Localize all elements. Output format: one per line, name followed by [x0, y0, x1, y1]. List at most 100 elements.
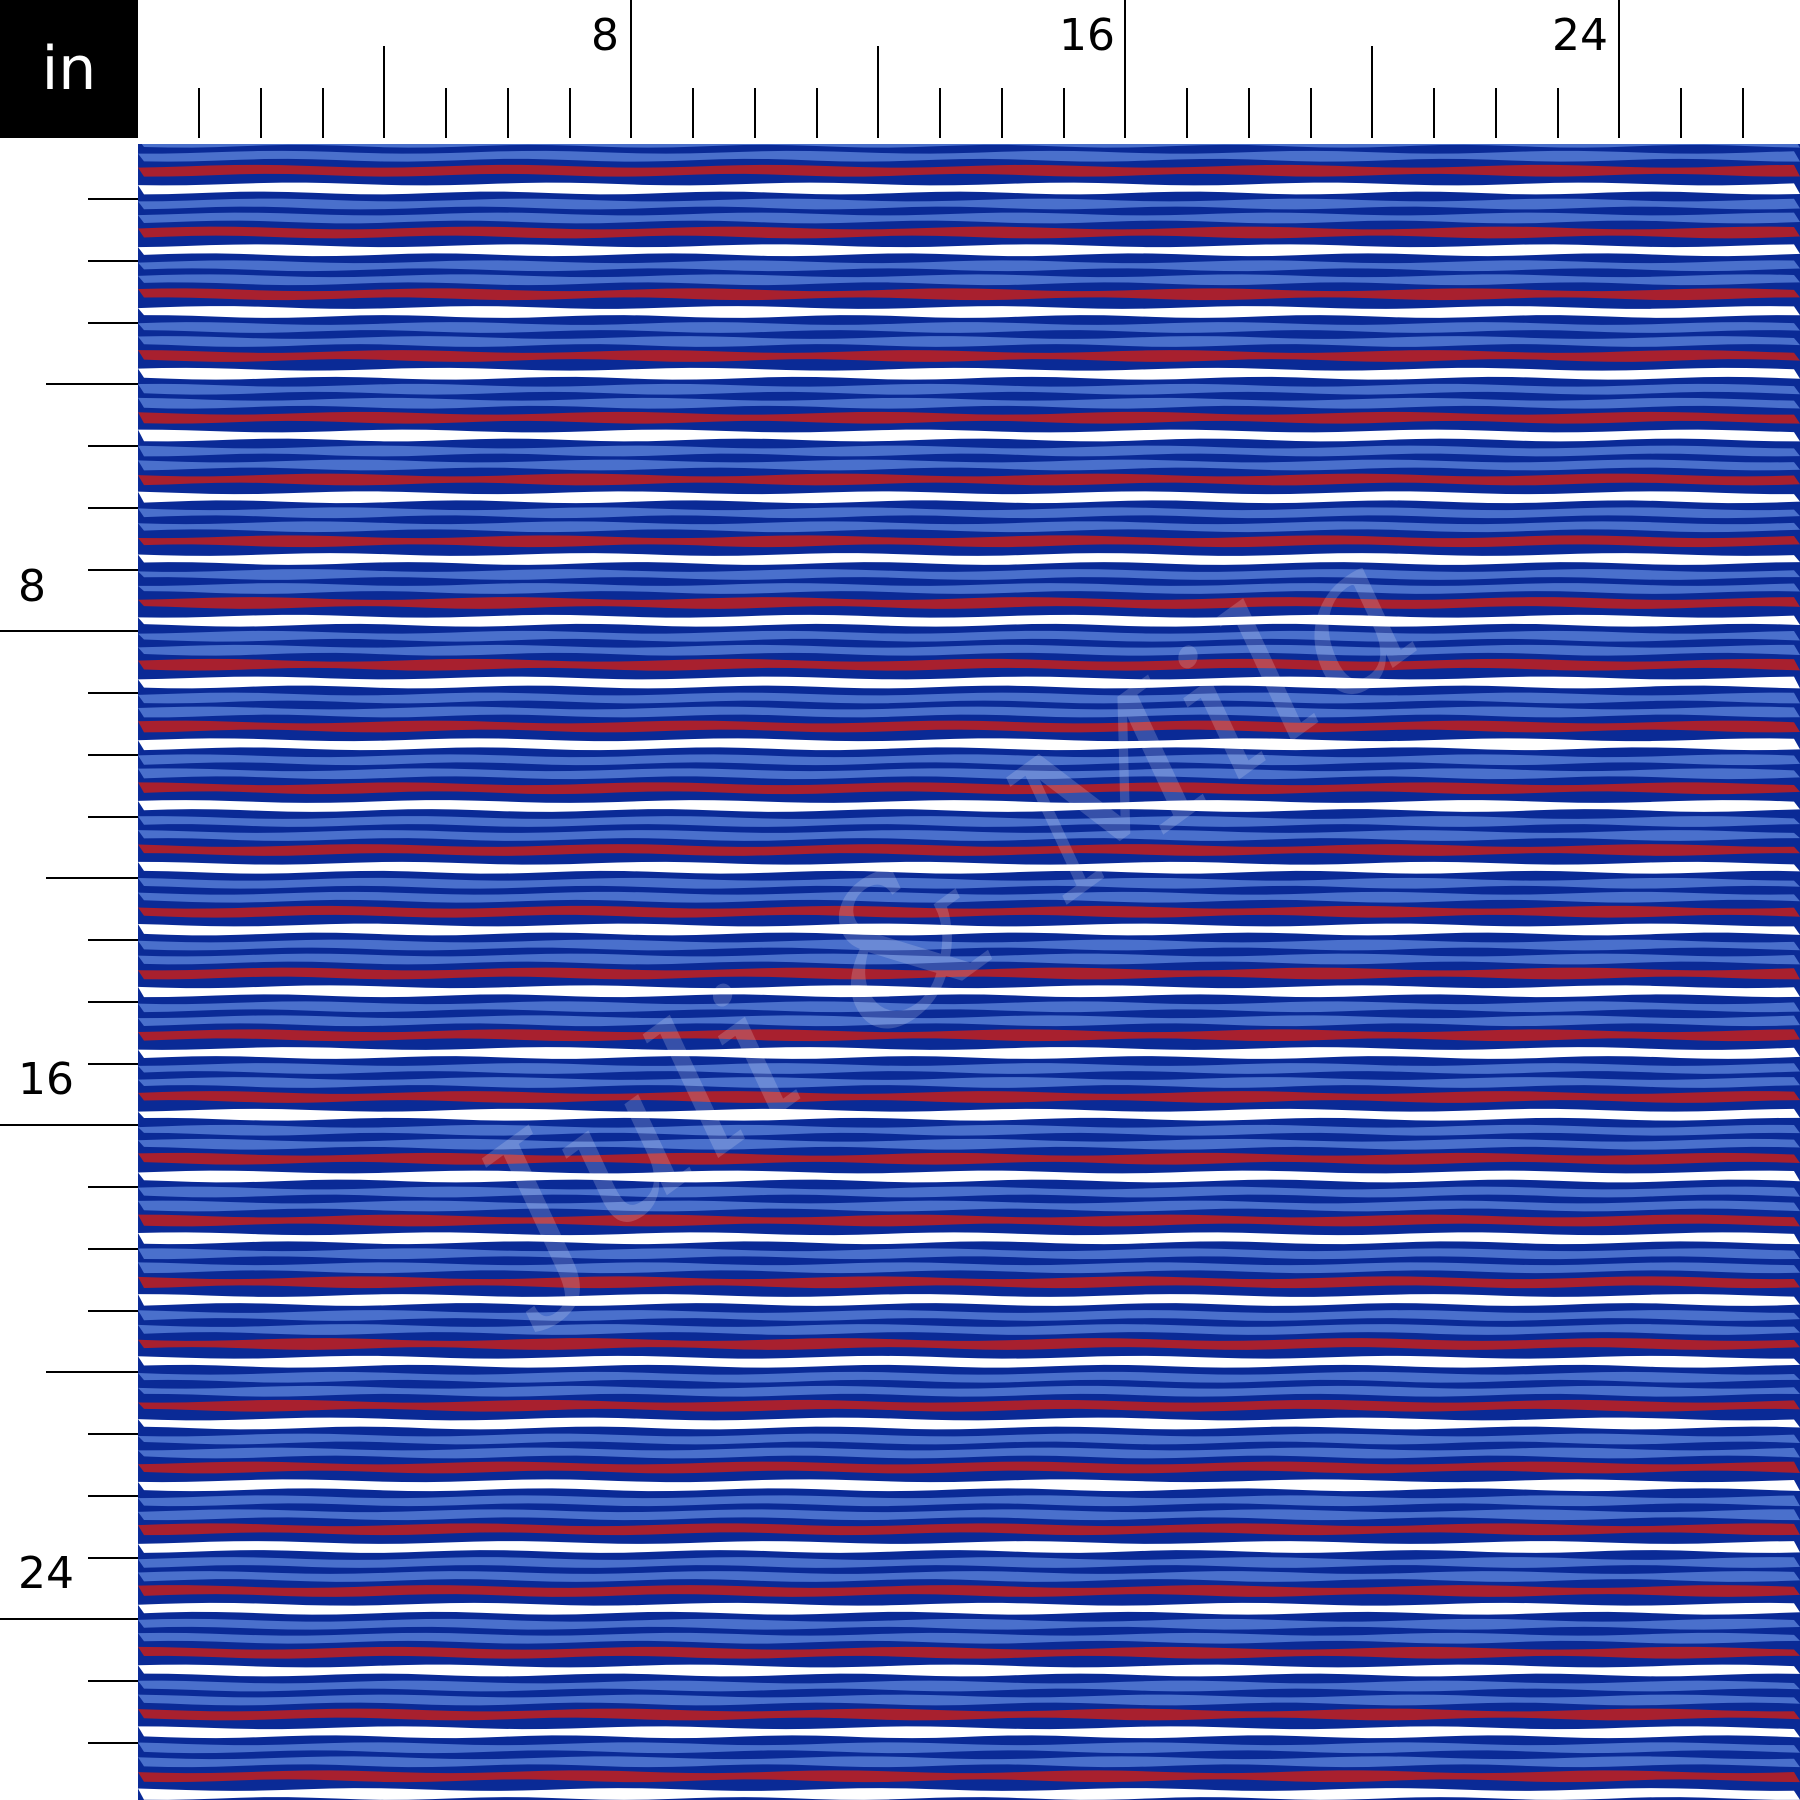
red-stripe — [138, 597, 1800, 609]
top-ruler-tick — [1556, 88, 1559, 138]
left-ruler-tick — [0, 630, 138, 633]
red-stripe — [138, 1770, 1800, 1783]
top-ruler-tick — [1433, 88, 1435, 138]
light-blue-stripe — [138, 1262, 1800, 1274]
white-stripe — [138, 1664, 1800, 1677]
light-blue-stripe — [138, 1310, 1800, 1321]
white-stripe — [138, 1108, 1800, 1121]
white-stripe — [138, 1232, 1800, 1245]
top-ruler-tick — [321, 88, 324, 138]
top-ruler-tick — [383, 46, 386, 138]
light-blue-stripe — [138, 274, 1800, 286]
white-stripe — [138, 182, 1800, 195]
red-stripe — [138, 473, 1800, 486]
left-ruler-tick — [88, 1000, 138, 1003]
white-stripe — [138, 1541, 1800, 1553]
red-stripe — [138, 658, 1800, 671]
top-ruler-tick — [1062, 88, 1065, 138]
left-ruler-tick — [88, 753, 138, 756]
light-blue-stripe — [138, 336, 1800, 347]
top-ruler-tick — [1680, 88, 1682, 138]
left-ruler-tick — [88, 1741, 138, 1744]
left-ruler-tick — [88, 1494, 138, 1497]
light-blue-stripe — [138, 1200, 1800, 1212]
left-ruler-tick — [88, 198, 138, 200]
left-ruler-tick — [46, 877, 138, 880]
red-stripe — [138, 1399, 1800, 1412]
light-blue-stripe — [138, 953, 1800, 965]
light-blue-stripe — [138, 1001, 1800, 1013]
light-blue-stripe — [141, 144, 1800, 148]
top-ruler-tick — [1000, 88, 1003, 138]
top-ruler-tick — [445, 88, 447, 138]
light-blue-stripe — [138, 891, 1800, 903]
left-ruler-label: 16 — [18, 1054, 74, 1105]
left-ruler-tick — [88, 321, 138, 324]
light-blue-stripe — [138, 397, 1800, 409]
red-stripe — [138, 844, 1800, 856]
red-stripe — [138, 1708, 1800, 1721]
top-ruler-tick — [1494, 88, 1497, 138]
top-ruler-tick — [692, 88, 694, 138]
unit-badge: in — [0, 0, 138, 138]
left-ruler-tick — [88, 1186, 138, 1188]
left-ruler-tick — [88, 506, 138, 509]
light-blue-stripe — [138, 569, 1800, 580]
white-stripe — [138, 306, 1800, 318]
light-blue-stripe — [138, 1248, 1800, 1260]
light-blue-stripe — [138, 1015, 1800, 1027]
red-stripe — [138, 1461, 1800, 1474]
white-stripe — [138, 1479, 1800, 1492]
left-ruler-tick — [88, 445, 138, 447]
light-blue-stripe — [138, 1371, 1800, 1383]
left-ruler-tick — [88, 1062, 138, 1065]
light-blue-stripe — [138, 939, 1800, 951]
light-blue-stripe — [138, 816, 1800, 827]
top-ruler-tick — [506, 88, 509, 138]
light-blue-stripe — [138, 1063, 1800, 1074]
top-ruler-tick — [1186, 88, 1188, 138]
light-blue-stripe — [138, 507, 1800, 519]
left-ruler-tick — [46, 383, 138, 386]
light-blue-stripe — [138, 1571, 1800, 1582]
light-blue-stripe — [138, 1124, 1800, 1136]
left-ruler-tick — [46, 1371, 138, 1374]
white-stripe — [138, 1788, 1800, 1800]
red-stripe — [138, 411, 1800, 424]
light-blue-stripe — [138, 383, 1800, 395]
top-ruler-label: 8 — [591, 10, 619, 61]
white-stripe — [138, 244, 1800, 257]
fabric-swatch: Juli & Mila — [138, 144, 1800, 1800]
red-stripe — [138, 288, 1800, 301]
white-stripe — [138, 1726, 1800, 1739]
left-ruler-tick — [88, 939, 138, 941]
light-blue-stripe — [138, 1680, 1800, 1692]
white-stripe — [138, 367, 1800, 380]
red-stripe — [138, 1214, 1800, 1227]
left-ruler-tick — [88, 815, 138, 818]
light-blue-stripe — [138, 692, 1800, 704]
white-stripe — [138, 1047, 1800, 1059]
light-blue-stripe — [138, 212, 1800, 224]
top-ruler-label: 24 — [1552, 10, 1608, 61]
top-ruler-tick — [1309, 88, 1312, 138]
light-blue-stripe — [138, 1495, 1800, 1507]
white-stripe — [138, 1602, 1800, 1615]
white-stripe — [138, 429, 1800, 442]
left-ruler-label: 24 — [18, 1548, 74, 1599]
top-ruler-tick — [877, 46, 880, 138]
light-blue-stripe — [138, 322, 1800, 333]
top-ruler: 8 16 24 — [138, 0, 1800, 138]
red-stripe — [138, 905, 1800, 918]
left-ruler: 8 16 24 — [0, 138, 138, 1800]
top-ruler-tick — [815, 88, 818, 138]
red-stripe — [138, 226, 1800, 239]
red-stripe — [138, 1338, 1800, 1350]
red-stripe — [138, 967, 1800, 980]
top-ruler-label: 16 — [1059, 10, 1115, 61]
white-stripe — [138, 491, 1800, 504]
red-stripe — [138, 1152, 1800, 1165]
light-blue-stripe — [138, 1618, 1800, 1630]
left-ruler-tick — [88, 1309, 138, 1312]
